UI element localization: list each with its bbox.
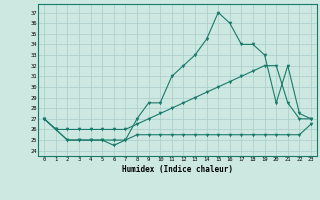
X-axis label: Humidex (Indice chaleur): Humidex (Indice chaleur) <box>122 165 233 174</box>
